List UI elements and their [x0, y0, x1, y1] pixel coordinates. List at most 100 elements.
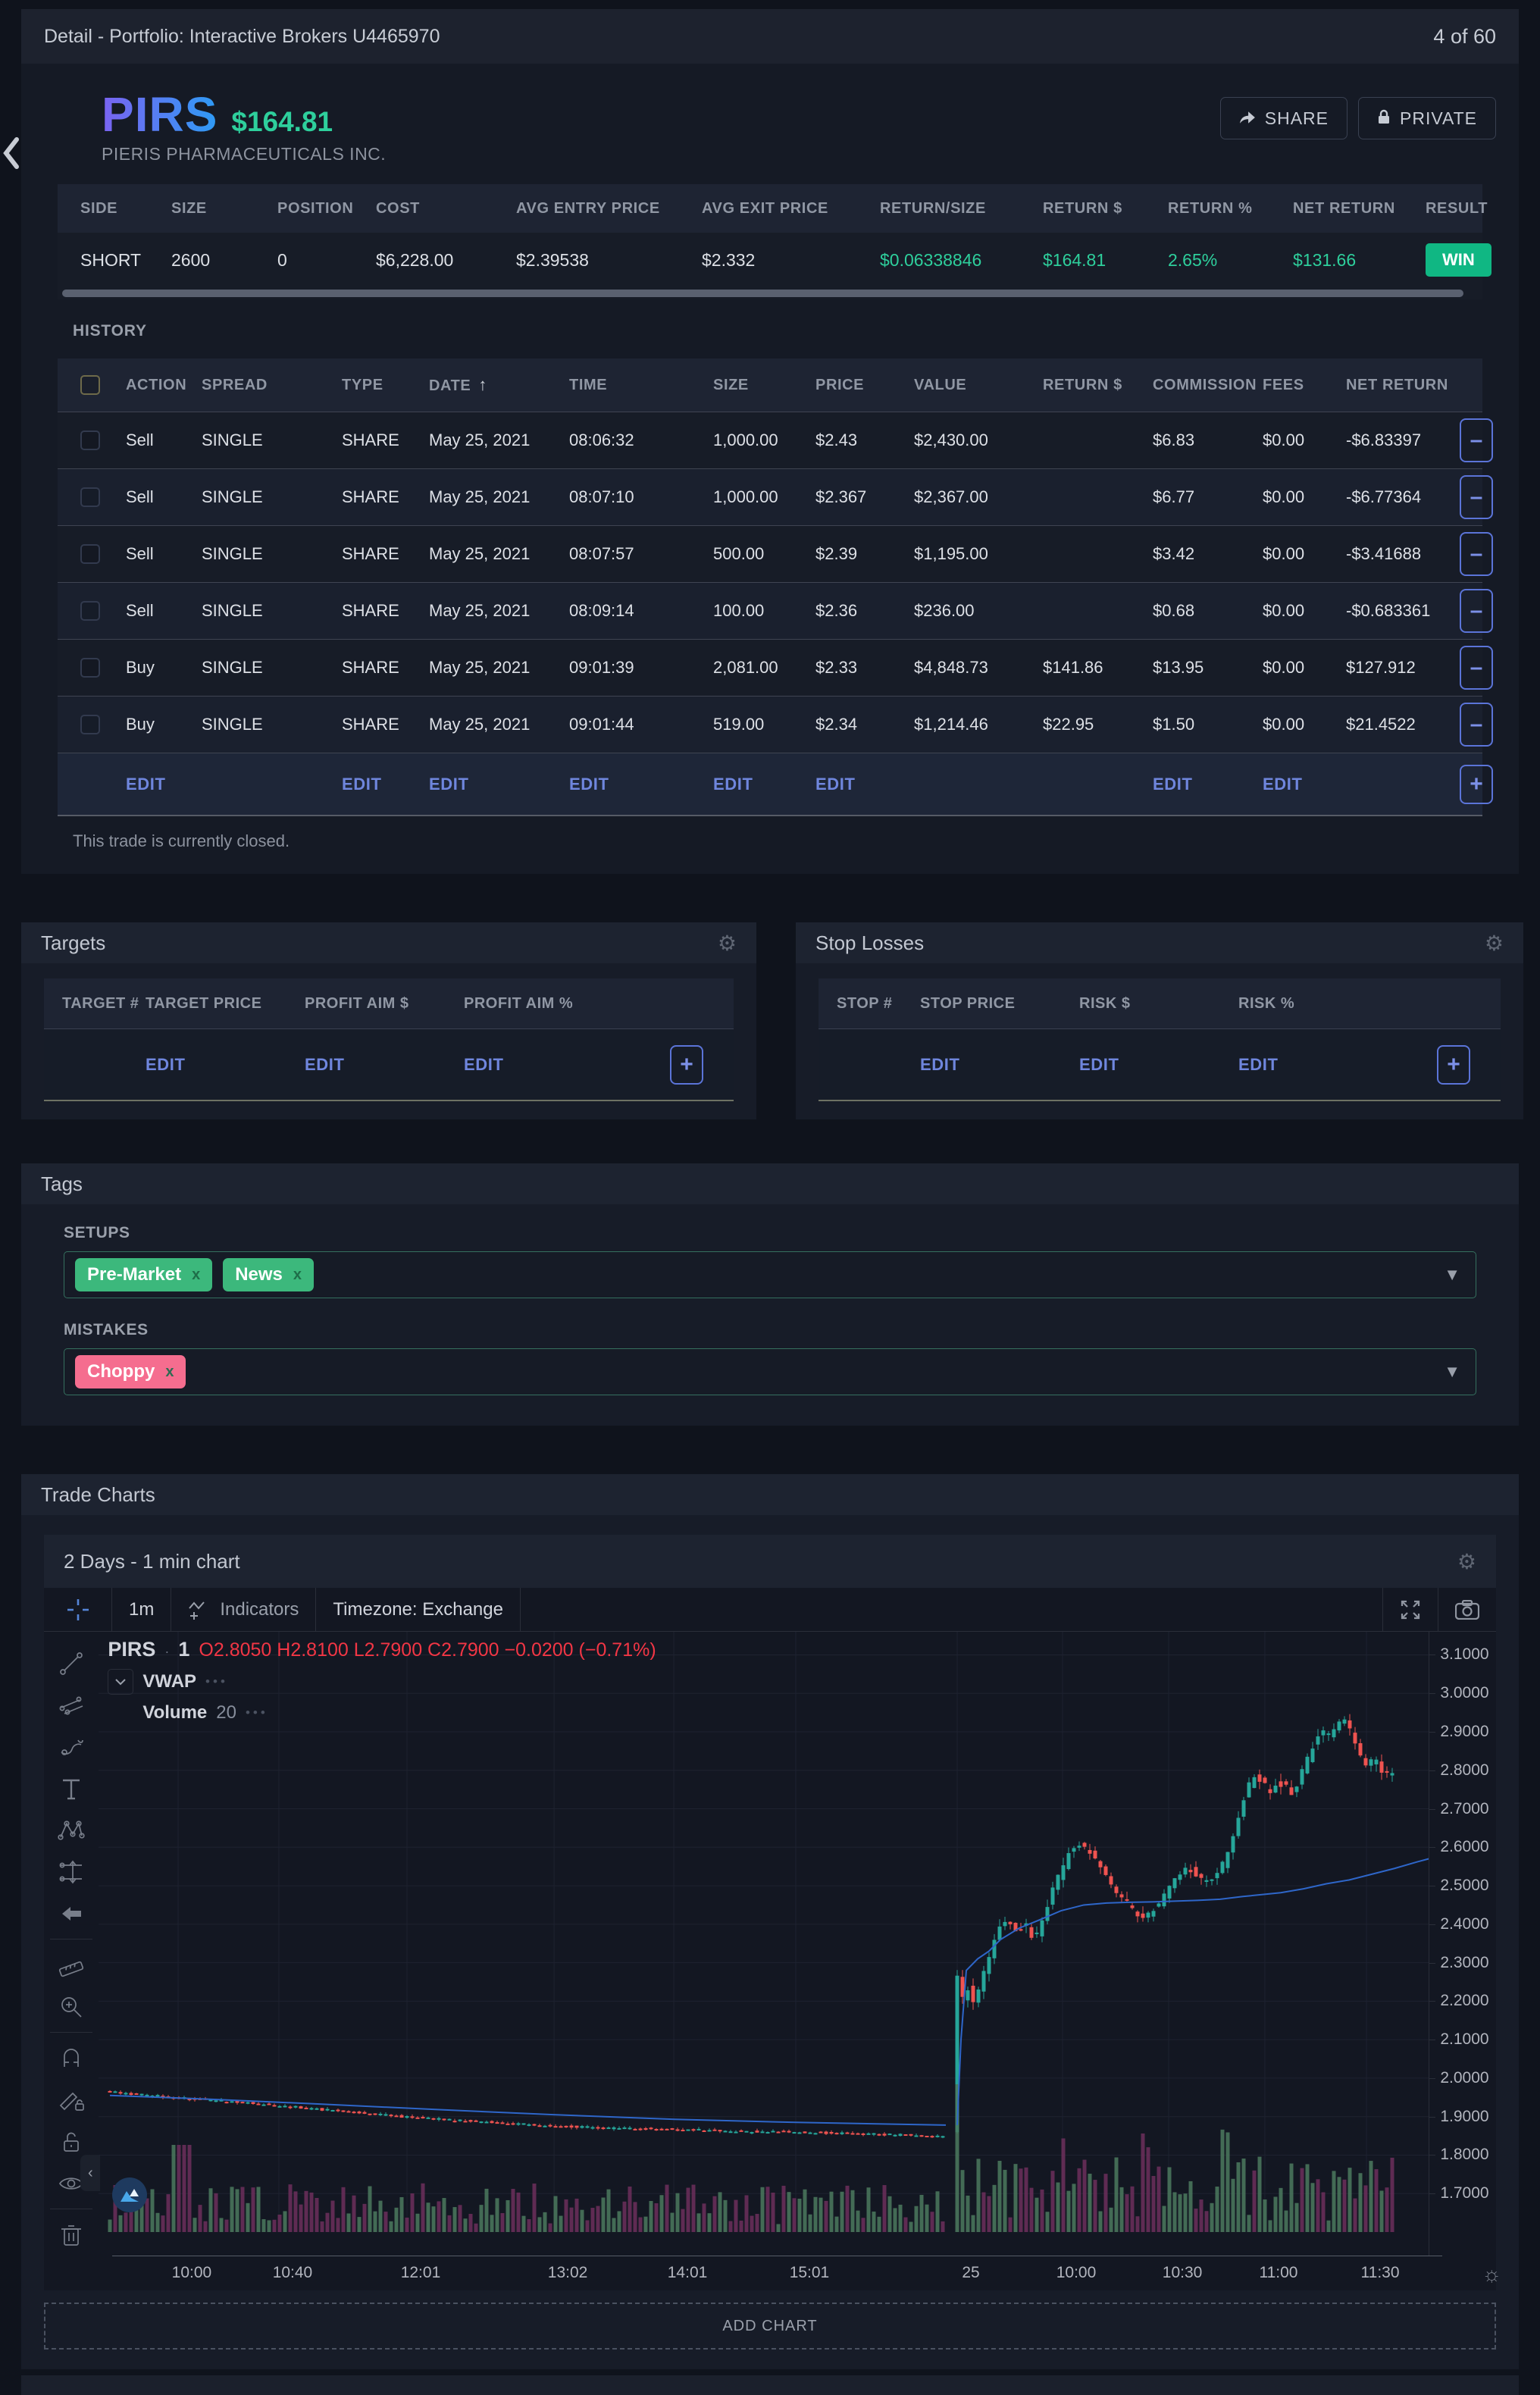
edit-link[interactable]: EDIT [815, 774, 856, 794]
summary-cell: $0.06338846 [880, 249, 982, 270]
edit-link[interactable]: EDIT [305, 1054, 345, 1074]
projection-icon[interactable] [50, 1851, 92, 1893]
add-stop-loss-button[interactable]: + [1437, 1044, 1470, 1085]
text-tool-icon[interactable] [50, 1767, 92, 1809]
ruler-icon[interactable] [50, 1944, 92, 1986]
arrow-marker-icon[interactable] [50, 1893, 92, 1934]
tradingview-logo[interactable] [112, 2177, 148, 2212]
edit-link[interactable]: EDIT [429, 774, 469, 794]
remove-tag-icon[interactable]: x [293, 1266, 302, 1283]
timezone-button[interactable]: Timezone: Exchange [316, 1588, 521, 1631]
add-execution-button[interactable]: + [1460, 764, 1493, 804]
indicators-button[interactable]: Indicators [171, 1588, 317, 1631]
remove-execution-button[interactable]: – [1460, 703, 1493, 747]
y-axis-label: 2.4000 [1429, 1914, 1489, 1933]
sort-ascending-icon[interactable]: ↑ [478, 375, 487, 394]
table-row: Sell SINGLE SHARE May 25, 2021 08:09:14 100.0… [58, 582, 1493, 639]
edit-link[interactable]: EDIT [146, 1054, 186, 1074]
parallel-channel-icon[interactable] [50, 1684, 92, 1726]
history-cell: SHARE [342, 658, 399, 677]
chevron-down-icon[interactable]: ▼ [1444, 1362, 1460, 1381]
private-button[interactable]: PRIVATE [1358, 97, 1496, 139]
tags-title: Tags [41, 1172, 83, 1195]
tag-pill[interactable]: Pre-Market x [75, 1258, 213, 1291]
toolbar-collapse-button[interactable]: ‹ [80, 2155, 101, 2191]
candlestick-chart[interactable]: PIRS · 1 O2.8050 H2.8100 L2.7900 C2.7900… [99, 1632, 1509, 2232]
vwap-indicator-label[interactable]: VWAP [142, 1671, 197, 1692]
volume-indicator-label[interactable]: Volume [142, 1702, 208, 1723]
mistakes-select[interactable]: Choppy x ▼ [64, 1348, 1476, 1395]
edit-link[interactable]: EDIT [713, 774, 753, 794]
add-chart-button[interactable]: ADD CHART [44, 2303, 1496, 2350]
lock-icon[interactable] [50, 2121, 92, 2162]
summary-column-header: NET RETURN [1293, 199, 1395, 217]
edit-link[interactable]: EDIT [920, 1054, 960, 1074]
edit-link[interactable]: EDIT [342, 774, 382, 794]
remove-tag-icon[interactable]: x [165, 1363, 174, 1380]
row-checkbox[interactable] [80, 715, 100, 734]
fullscreen-button[interactable] [1382, 1588, 1438, 1631]
crosshair-tool[interactable] [44, 1588, 112, 1631]
legend-symbol[interactable]: PIRS [108, 1638, 156, 1661]
row-checkbox[interactable] [80, 658, 100, 678]
edit-link[interactable]: EDIT [1238, 1054, 1279, 1074]
settings-gear-icon[interactable]: ⚙ [1484, 931, 1504, 955]
edit-link[interactable]: EDIT [1263, 774, 1303, 794]
drawing-lock-icon[interactable] [50, 2079, 92, 2121]
setups-select[interactable]: Pre-Market x News x ▼ [64, 1251, 1476, 1298]
xabcd-pattern-icon[interactable] [50, 1809, 92, 1851]
summary-scrollbar[interactable] [58, 287, 1482, 299]
remove-execution-button[interactable]: – [1460, 475, 1493, 519]
footer-band [21, 2375, 1519, 2395]
share-button[interactable]: SHARE [1219, 97, 1348, 139]
settings-gear-icon[interactable]: ⚙ [717, 931, 737, 955]
zoom-in-icon[interactable] [50, 1986, 92, 2027]
trash-icon[interactable] [50, 2214, 92, 2256]
legend-interval: 1 [178, 1638, 190, 1661]
axis-settings-icon[interactable]: ☼ [1482, 2262, 1501, 2286]
edit-link[interactable]: EDIT [1153, 774, 1193, 794]
history-cell: SHARE [342, 544, 399, 563]
select-all-checkbox[interactable] [80, 375, 100, 395]
settings-gear-icon[interactable]: ⚙ [1457, 1549, 1476, 1573]
row-checkbox[interactable] [80, 430, 100, 450]
history-cell: -$6.77364 [1346, 487, 1422, 506]
add-target-button[interactable]: + [670, 1044, 703, 1085]
remove-execution-button[interactable]: – [1460, 532, 1493, 576]
trade-charts-panel: Trade Charts 2 Days - 1 min chart ⚙ 1m I… [21, 1474, 1519, 2369]
history-cell: 2,081.00 [713, 658, 778, 677]
indicator-menu-dots[interactable]: ••• [205, 1674, 228, 1689]
remove-tag-icon[interactable]: x [192, 1266, 201, 1283]
row-checkbox[interactable] [80, 601, 100, 621]
time-axis[interactable]: ☼ 10:00 10:40 12:01 13:02 14:01 15:01 25 10:00 1… [112, 2256, 1501, 2290]
remove-execution-button[interactable]: – [1460, 418, 1493, 462]
edit-link[interactable]: EDIT [464, 1054, 504, 1074]
edit-link[interactable]: EDIT [1079, 1054, 1119, 1074]
history-cell: $22.95 [1043, 715, 1094, 734]
trend-line-icon[interactable] [50, 1642, 92, 1684]
edit-link[interactable]: EDIT [569, 774, 609, 794]
previous-trade-arrow[interactable] [2, 133, 21, 177]
table-row: Buy SINGLE SHARE May 25, 2021 09:01:39 2,081.… [58, 639, 1493, 696]
snapshot-button[interactable] [1438, 1588, 1496, 1631]
row-checkbox[interactable] [80, 544, 100, 564]
indicator-menu-dots[interactable]: ••• [245, 1705, 268, 1720]
history-cell: $2,430.00 [914, 430, 988, 449]
edit-link[interactable]: EDIT [126, 774, 166, 794]
summary-cell: 0 [277, 249, 287, 270]
y-axis-label: 1.9000 [1429, 2107, 1489, 2125]
history-cell: SHARE [342, 715, 399, 734]
history-cell: $2.39 [815, 544, 858, 563]
row-checkbox[interactable] [80, 487, 100, 507]
chevron-down-icon[interactable]: ▼ [1444, 1265, 1460, 1284]
tag-pill[interactable]: Choppy x [75, 1355, 186, 1388]
interval-button[interactable]: 1m [112, 1588, 172, 1631]
tag-pill[interactable]: News x [223, 1258, 315, 1291]
price-axis[interactable]: 3.1000 3.0000 2.9000 2.8000 2.7000 2.6000 2.50… [1429, 1632, 1496, 2256]
magnet-icon[interactable] [50, 2037, 92, 2079]
remove-execution-button[interactable]: – [1460, 646, 1493, 690]
chart-widget: 1m Indicators Timezone: Exchange [44, 1588, 1509, 2290]
legend-collapse-button[interactable] [108, 1669, 134, 1695]
remove-execution-button[interactable]: – [1460, 589, 1493, 633]
brush-icon[interactable] [50, 1726, 92, 1767]
